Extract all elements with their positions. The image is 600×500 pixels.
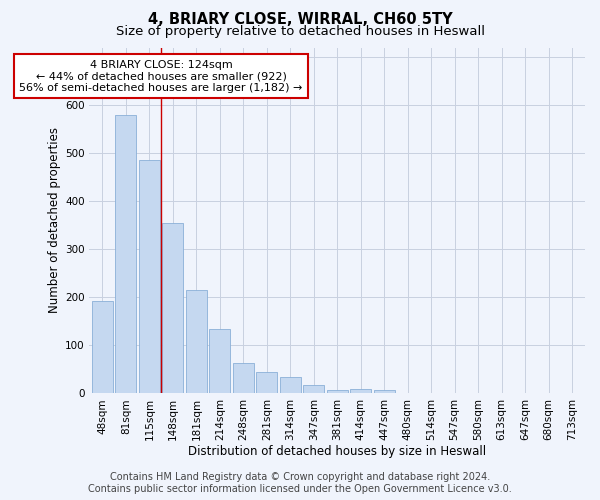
- Bar: [256, 372, 277, 394]
- Bar: [326, 390, 348, 394]
- Bar: [162, 223, 184, 394]
- Bar: [139, 160, 160, 394]
- Y-axis label: Number of detached properties: Number of detached properties: [48, 128, 61, 314]
- Text: 4 BRIARY CLOSE: 124sqm
← 44% of detached houses are smaller (922)
56% of semi-de: 4 BRIARY CLOSE: 124sqm ← 44% of detached…: [19, 60, 303, 92]
- Text: Size of property relative to detached houses in Heswall: Size of property relative to detached ho…: [115, 25, 485, 38]
- Bar: [233, 363, 254, 394]
- Bar: [280, 378, 301, 394]
- Text: Contains HM Land Registry data © Crown copyright and database right 2024.
Contai: Contains HM Land Registry data © Crown c…: [88, 472, 512, 494]
- Bar: [303, 385, 325, 394]
- Bar: [186, 290, 207, 394]
- X-axis label: Distribution of detached houses by size in Heswall: Distribution of detached houses by size …: [188, 444, 486, 458]
- Bar: [374, 390, 395, 394]
- Bar: [209, 330, 230, 394]
- Bar: [115, 114, 136, 394]
- Bar: [92, 301, 113, 394]
- Bar: [350, 388, 371, 394]
- Text: 4, BRIARY CLOSE, WIRRAL, CH60 5TY: 4, BRIARY CLOSE, WIRRAL, CH60 5TY: [148, 12, 452, 28]
